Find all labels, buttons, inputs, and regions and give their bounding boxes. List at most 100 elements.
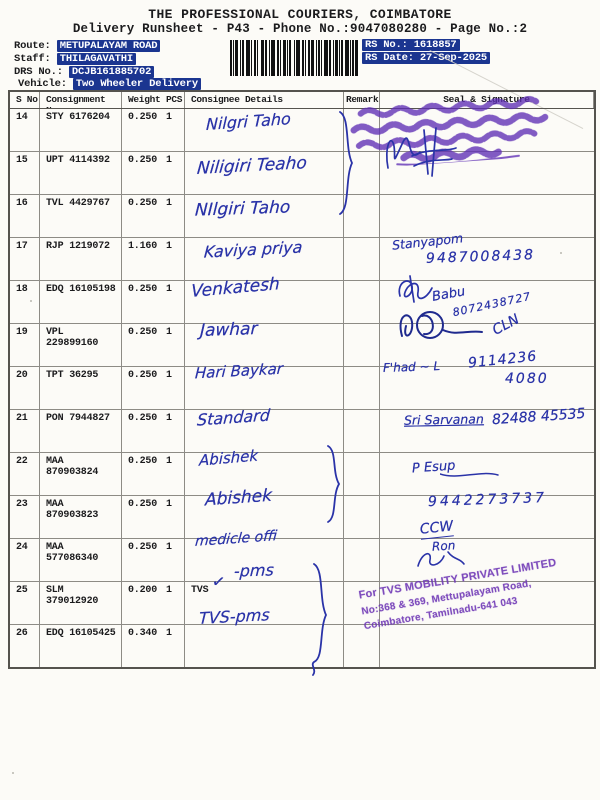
weight-value: 0.250 (128, 112, 158, 123)
cell-remarks (344, 195, 380, 237)
cell-seal (380, 195, 594, 237)
vehicle-value-highlight: Two Wheeler Delivery (72, 78, 201, 90)
cell-weight-pcs: 0.250 1 (122, 410, 185, 452)
weight-value: 0.250 (128, 284, 158, 295)
weight-value: 0.250 (128, 370, 158, 381)
staff-label: Staff: (14, 53, 51, 65)
cell-consignment: TVL 4429767 (40, 195, 122, 237)
pcs-value: 1 (166, 241, 172, 252)
cell-consignee (185, 453, 344, 495)
weight-value: 0.250 (128, 327, 158, 338)
table-row: 22 MAA 870903824 0.250 1 (10, 453, 594, 496)
cell-weight-pcs: 0.250 1 (122, 367, 185, 409)
table-row: 19 VPL 229899160 0.250 1 (10, 324, 594, 367)
cell-sno: 24 (10, 539, 40, 581)
weight-value: 0.250 (128, 198, 158, 209)
cell-sno: 14 (10, 109, 40, 151)
rs-no-field: RS No.: 1618857 (362, 39, 460, 51)
route-label: Route: (14, 40, 51, 52)
pcs-value: 1 (166, 284, 172, 295)
cell-seal (380, 281, 594, 323)
pcs-value: 1 (166, 198, 172, 209)
table-row: 24 MAA 577086340 0.250 1 (10, 539, 594, 582)
weight-value: 0.250 (128, 155, 158, 166)
cell-consignment: RJP 1219072 (40, 238, 122, 280)
table-row: 14 STY 6176204 0.250 1 (10, 109, 594, 152)
cell-consignee (185, 195, 344, 237)
cell-remarks (344, 539, 380, 581)
cell-consignment: EDQ 16105198 (40, 281, 122, 323)
cell-remarks (344, 410, 380, 452)
col-consignee: Consignee Details (185, 92, 344, 108)
cell-weight-pcs: 0.200 1 (122, 582, 185, 624)
cell-consignee (185, 539, 344, 581)
rs-no-highlight: RS No.: 1618857 (362, 39, 460, 51)
col-sno: S No (10, 92, 40, 108)
cell-weight-pcs: 0.250 1 (122, 195, 185, 237)
cell-consignee (185, 281, 344, 323)
cell-consignment: MAA 577086340 (40, 539, 122, 581)
pcs-value: 1 (166, 542, 172, 553)
pcs-value: 1 (166, 628, 172, 639)
cell-consignment: TPT 36295 (40, 367, 122, 409)
pcs-value: 1 (166, 456, 172, 467)
pcs-value: 1 (166, 327, 172, 338)
cell-remarks (344, 152, 380, 194)
cell-consignee (185, 109, 344, 151)
cell-weight-pcs: 0.250 1 (122, 152, 185, 194)
weight-value: 0.340 (128, 628, 158, 639)
cell-weight-pcs: 0.250 1 (122, 281, 185, 323)
table-row: 20 TPT 36295 0.250 1 (10, 367, 594, 410)
cell-consignee (185, 367, 344, 409)
cell-consignment: EDQ 16105425 (40, 625, 122, 667)
staff-field: Staff: THILAGAVATHI (14, 53, 136, 65)
cell-seal (380, 496, 594, 538)
cell-consignment: MAA 870903823 (40, 496, 122, 538)
cell-sno: 15 (10, 152, 40, 194)
cell-sno: 25 (10, 582, 40, 624)
col-pcs: PCS (166, 94, 183, 105)
cell-weight-pcs: 0.250 1 (122, 539, 185, 581)
pcs-value: 1 (166, 155, 172, 166)
cell-consignment: STY 6176204 (40, 109, 122, 151)
cell-weight-pcs: 1.160 1 (122, 238, 185, 280)
cell-seal (380, 539, 594, 581)
drs-label: DRS No.: (14, 66, 63, 78)
drs-value-highlight: DCJB161885702 (68, 66, 155, 78)
vehicle-field: Vehicle: Two Wheeler Delivery (18, 78, 201, 90)
cell-remarks (344, 281, 380, 323)
weight-value: 0.250 (128, 499, 158, 510)
weight-value: 0.250 (128, 456, 158, 467)
table-row: 25 SLM 379012920 0.200 1 TVS (10, 582, 594, 625)
cell-consignment: SLM 379012920 (40, 582, 122, 624)
col-consignment: Consignment No (40, 92, 122, 108)
cell-seal (380, 367, 594, 409)
cell-consignee (185, 152, 344, 194)
table-row: 15 UPT 4114392 0.250 1 (10, 152, 594, 195)
cell-sno: 22 (10, 453, 40, 495)
cell-sno: 21 (10, 410, 40, 452)
vehicle-label: Vehicle: (18, 78, 67, 90)
cell-weight-pcs: 0.250 1 (122, 496, 185, 538)
pcs-value: 1 (166, 585, 172, 596)
table-row: 17 RJP 1219072 1.160 1 (10, 238, 594, 281)
cell-seal (380, 152, 594, 194)
cell-consignee: TVS (185, 582, 344, 624)
cell-consignment: PON 7944827 (40, 410, 122, 452)
col-seal: Seal & Signature (380, 92, 594, 108)
barcode-icon (230, 40, 358, 76)
cell-seal (380, 238, 594, 280)
cell-weight-pcs: 0.250 1 (122, 324, 185, 366)
weight-value: 0.250 (128, 413, 158, 424)
col-weight: Weight (128, 94, 161, 105)
cell-consignee (185, 324, 344, 366)
cell-seal (380, 582, 594, 624)
cell-weight-pcs: 0.250 1 (122, 453, 185, 495)
col-weight-pcs: Weight PCS (122, 92, 185, 108)
cell-seal (380, 109, 594, 151)
rs-date-highlight: RS Date: 27-Sep-2025 (362, 52, 491, 64)
scan-speck (12, 772, 14, 774)
cell-weight-pcs: 0.250 1 (122, 109, 185, 151)
cell-seal (380, 324, 594, 366)
